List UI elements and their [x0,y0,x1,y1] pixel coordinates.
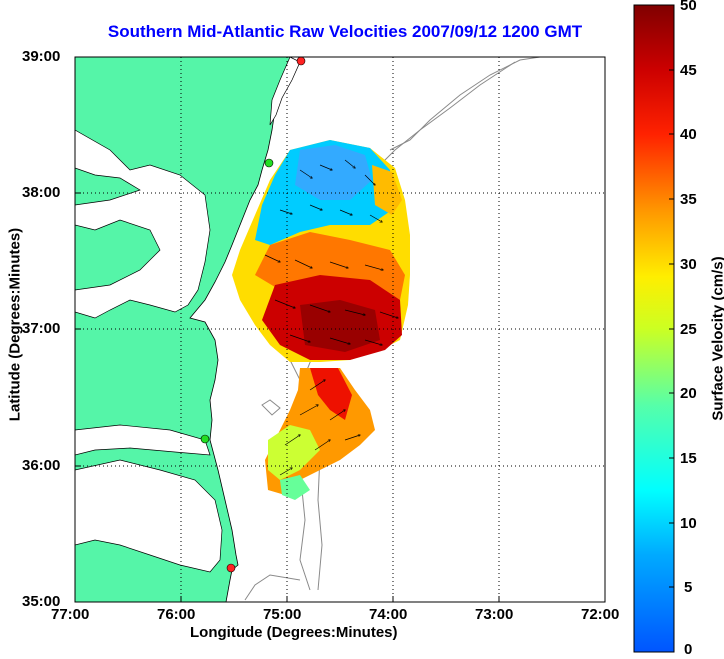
y-tick-label: 36:00 [22,457,61,474]
station-marker [226,563,236,573]
tick-marks [75,192,500,602]
colorbar-tick-label: 10 [680,515,697,532]
x-tick-label: 74:00 [369,606,408,623]
chart-title: Southern Mid-Atlantic Raw Velocities 200… [107,22,583,41]
colorbar-tick-label: 25 [680,321,697,338]
station-marker [296,56,306,66]
colorbar-tick-label: 5 [684,579,693,596]
y-tick-label: 38:00 [22,184,61,201]
velocity-field-north [232,140,410,362]
colorbar [633,4,675,653]
pamlico-sound [75,459,223,573]
station-marker [200,434,210,444]
x-tick-label: 76:00 [157,606,196,623]
colorbar-tick-label: 50 [680,0,697,14]
station-marker [264,158,274,168]
colorbar-label: Surface Velocity (cm/s) [709,256,724,421]
colorbar-tick-label: 35 [680,191,697,208]
y-tick-label: 37:00 [22,320,61,337]
grid-lines [75,57,605,602]
y-tick-label: 39:00 [22,48,61,65]
x-axis-label: Longitude (Degrees:Minutes) [190,624,398,641]
colorbar-tick-label: 45 [680,62,697,79]
velocity-vectors [264,159,398,476]
x-tick-label: 75:00 [263,606,302,623]
colorbar-tick-label: 40 [680,126,697,143]
colorbar-ticks [669,4,674,653]
x-tick-label: 77:00 [51,606,90,623]
colorbar-tick-label: 0 [684,641,693,658]
chesapeake-bay [75,129,211,319]
delaware-bay [269,57,301,126]
colorbar-tick-label: 15 [680,450,697,467]
x-tick-label: 73:00 [475,606,514,623]
y-tick-label: 35:00 [22,593,61,610]
colorbar-tick-label: 30 [680,256,697,273]
x-tick-label: 72:00 [581,606,620,623]
y-axis-label: Latitude (Degrees:Minutes) [6,227,24,422]
albemarle-sound [75,424,211,456]
colorbar-tick-label: 20 [680,385,697,402]
